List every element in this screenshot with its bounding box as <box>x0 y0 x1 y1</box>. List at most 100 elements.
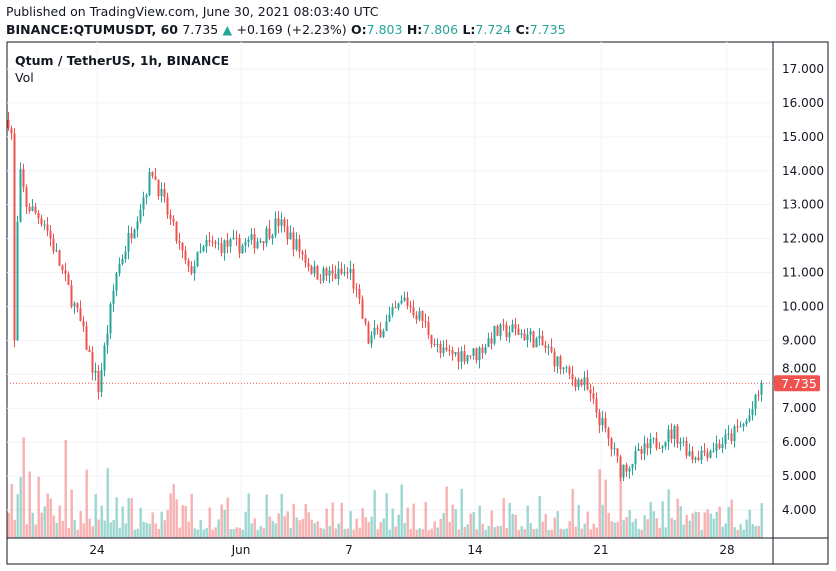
candle-body <box>397 303 400 309</box>
candle-body <box>508 332 511 338</box>
candle-body <box>610 438 613 450</box>
volume-bar <box>343 528 346 538</box>
volume-bar <box>679 506 682 538</box>
candle-body <box>694 457 697 460</box>
volume-bar <box>385 493 388 538</box>
volume-bar <box>196 529 199 538</box>
volume-bar <box>256 529 259 538</box>
candle-body <box>604 418 607 429</box>
volume-bar <box>535 528 538 538</box>
candle-body <box>55 250 58 252</box>
volume-bar <box>271 520 274 538</box>
volume-bar <box>190 493 193 538</box>
candle-body <box>43 224 46 226</box>
candle-body <box>127 233 130 252</box>
volume-bar <box>574 526 577 538</box>
volume-bar <box>718 506 721 538</box>
candle-body <box>376 327 379 330</box>
volume-bar <box>610 521 613 538</box>
volume-bar <box>43 506 46 538</box>
candle-body <box>721 444 724 448</box>
volume-bar <box>490 510 493 538</box>
volume-bar <box>193 528 196 538</box>
volume-bar <box>361 508 364 538</box>
candle-body <box>307 263 310 267</box>
candle-body <box>289 232 292 240</box>
volume-bar <box>586 511 589 538</box>
volume-bar <box>463 526 466 538</box>
candle-body <box>364 318 367 324</box>
volume-bar <box>460 488 463 538</box>
candle-body <box>70 285 73 307</box>
volume-bar <box>709 513 712 538</box>
volume-bar <box>583 523 586 538</box>
volume-bar <box>91 526 94 538</box>
candle-body <box>652 438 655 440</box>
candle-body <box>679 441 682 444</box>
volume-bar <box>325 508 328 538</box>
candle-body <box>124 251 127 259</box>
volume-bar <box>604 479 607 538</box>
candle-body <box>67 273 70 286</box>
volume-bar <box>76 529 79 538</box>
candle-body <box>433 343 436 345</box>
volume-bar <box>421 529 424 538</box>
candle-body <box>322 268 325 281</box>
candle-body <box>562 367 565 370</box>
candle-body <box>703 450 706 453</box>
candle-body <box>175 221 178 242</box>
candle-body <box>7 119 10 129</box>
candle-body <box>559 356 562 370</box>
candle-body <box>445 347 448 350</box>
y-tick-label: 16.000 <box>782 96 824 110</box>
candle-body <box>412 307 415 316</box>
volume-bar <box>292 503 295 538</box>
candle-body <box>352 269 355 289</box>
candle-body <box>295 239 298 250</box>
candle-body <box>640 449 643 454</box>
candle-body <box>523 333 526 341</box>
volume-bar <box>643 515 646 538</box>
volume-bar <box>538 495 541 538</box>
candle-body <box>481 347 484 353</box>
y-tick-label: 7.000 <box>782 401 816 415</box>
volume-bar <box>283 516 286 538</box>
candle-body <box>730 433 733 442</box>
candle-body <box>499 324 502 336</box>
candle-body <box>538 335 541 339</box>
volume-bar <box>151 512 154 538</box>
candle-body <box>73 303 76 307</box>
candle-body <box>406 297 409 306</box>
candle-body <box>697 457 700 461</box>
candle-body <box>676 425 679 444</box>
volume-bar <box>745 519 748 538</box>
symbol-info: BINANCE:QTUMUSDT, 60 7.735 ▲ +0.169 (+2.… <box>6 22 566 37</box>
volume-bar <box>553 517 556 538</box>
volume-bar <box>601 504 604 538</box>
candle-body <box>121 258 124 264</box>
candle-body <box>706 452 709 458</box>
candle-body <box>724 434 727 445</box>
volume-bar <box>187 521 190 538</box>
candle-body <box>391 307 394 315</box>
candle-body <box>634 451 637 465</box>
volume-bar <box>352 529 355 538</box>
candle-body <box>178 241 181 244</box>
candle-body <box>460 351 463 362</box>
candle-body <box>325 268 328 276</box>
volume-bar <box>25 524 28 538</box>
candle-body <box>421 311 424 322</box>
candle-body <box>556 356 559 367</box>
volume-bar <box>634 518 637 538</box>
candle-body <box>547 346 550 348</box>
candle-body <box>691 451 694 460</box>
candle-body <box>415 315 418 320</box>
x-tick-label: 7 <box>345 543 353 557</box>
candle-body <box>487 338 490 347</box>
volume-bar <box>148 523 151 538</box>
candle-body <box>565 367 568 369</box>
candle-body <box>208 240 211 242</box>
volume-bar <box>370 516 373 538</box>
volume-bar <box>334 528 337 538</box>
